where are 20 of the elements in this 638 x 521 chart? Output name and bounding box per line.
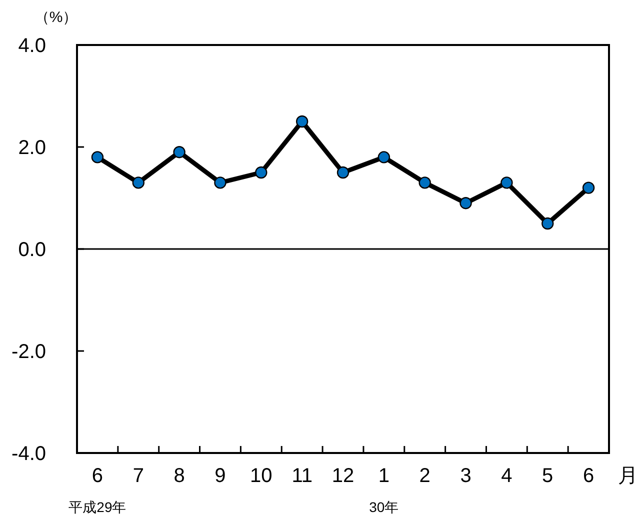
x-tick-label: 5 [542,465,554,487]
x-axis-title: 月 [618,465,638,487]
x-tick-label: 12 [332,465,354,487]
y-tick-label: 2.0 [18,137,46,159]
y-tick-label: -2.0 [12,341,46,363]
x-tick-label: 10 [250,465,272,487]
x-tick-label: 3 [460,465,472,487]
y-axis-title: （%） [34,9,78,26]
y-tick-label: 4.0 [18,35,46,57]
x-tick-label: 6 平成29年 [68,465,126,515]
x-tick-label: 6 [582,465,594,487]
y-tick-label: -4.0 [12,443,46,465]
x-tick-label: 8 [174,465,185,487]
y-tick-label: 0.0 [18,239,46,261]
x-tick-label: 4 [501,465,512,487]
x-tick-label: 7 [132,465,144,487]
x-tick-label: 2 [419,465,430,487]
x-tick-label: 9 [214,465,226,487]
x-tick-label: 1 30年 [369,465,399,515]
x-tick-label: 11 [292,465,312,487]
